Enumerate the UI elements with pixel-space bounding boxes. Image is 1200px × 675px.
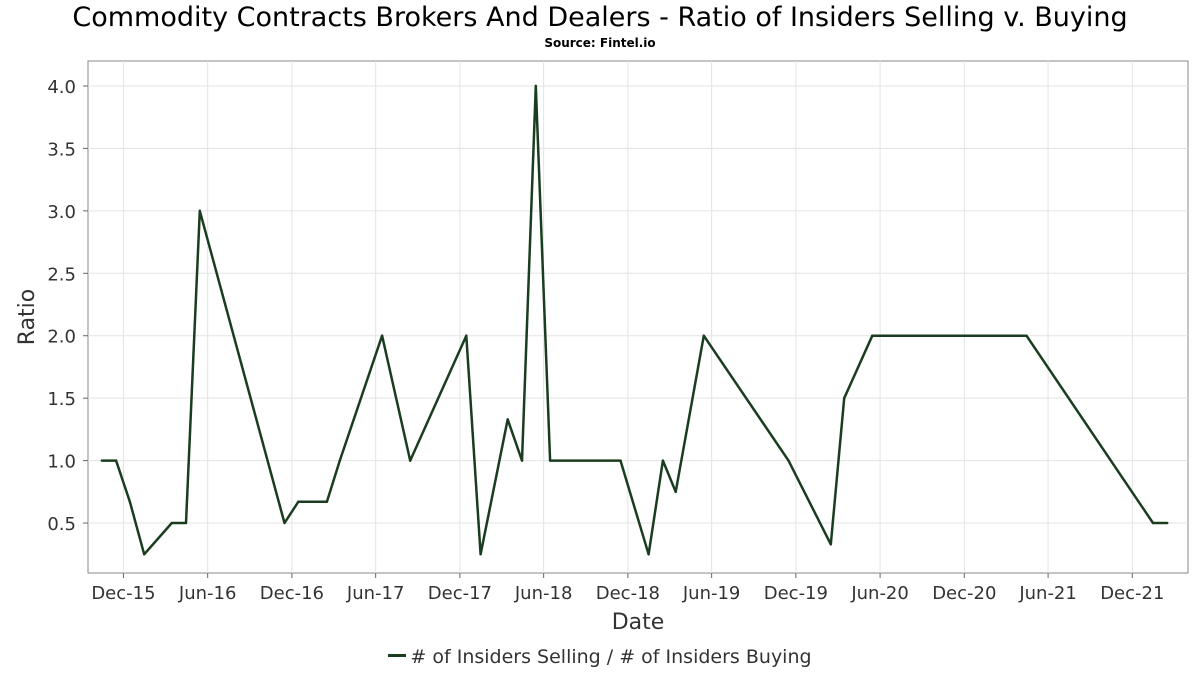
data-point — [520, 459, 524, 462]
x-tick-label: Dec-20 — [932, 583, 996, 604]
x-tick-label: Jun-21 — [1018, 583, 1077, 604]
data-point — [408, 459, 412, 462]
chart-subtitle: Source: Fintel.io — [544, 36, 656, 50]
data-point — [325, 500, 329, 504]
legend-swatch — [388, 654, 407, 657]
data-point — [1151, 521, 1155, 525]
data-point — [829, 543, 833, 546]
data-point — [380, 334, 384, 337]
data-point — [479, 553, 482, 556]
grid-lines — [88, 61, 1188, 573]
data-point — [1166, 521, 1169, 525]
data-point — [1025, 334, 1028, 337]
x-tick-label: Jun-18 — [514, 583, 573, 604]
series-layer — [100, 84, 1169, 556]
y-axis-label: Ratio — [15, 289, 40, 345]
y-tick-label: 2.5 — [47, 264, 76, 285]
x-tick-label: Dec-16 — [260, 583, 324, 604]
x-tick-label: Dec-15 — [91, 583, 155, 604]
data-point — [661, 459, 665, 462]
chart-title: Commodity Contracts Brokers And Dealers … — [72, 2, 1128, 33]
x-tick-label: Dec-21 — [1100, 583, 1164, 604]
data-point — [297, 500, 300, 504]
legend-label: # of Insiders Selling / # of Insiders Bu… — [410, 646, 812, 668]
data-point — [283, 521, 286, 525]
x-axis: Dec-15 Jun-16 Dec-16 Jun-17 Dec-17 Jun-18 Dec-… — [91, 573, 1164, 604]
data-point — [184, 521, 188, 525]
x-tick-label: Jun-16 — [178, 583, 237, 604]
data-point — [548, 459, 552, 462]
x-tick-label: Dec-19 — [764, 583, 828, 604]
legend: # of Insiders Selling / # of Insiders Bu… — [0, 646, 1200, 668]
data-point — [100, 459, 104, 462]
data-point — [702, 334, 706, 337]
data-point — [534, 84, 538, 88]
data-point — [674, 490, 677, 494]
data-point — [198, 209, 202, 213]
x-tick-label: Dec-17 — [428, 583, 492, 604]
data-point — [842, 396, 846, 400]
y-tick-label: 4.0 — [47, 77, 76, 98]
plot-area — [87, 60, 1189, 574]
x-tick-label: Jun-20 — [850, 583, 909, 604]
y-tick-label: 0.5 — [47, 514, 76, 535]
data-point — [142, 553, 146, 556]
data-point — [619, 459, 622, 462]
y-axis: 0.5 1.0 1.5 2.0 2.5 3.0 3.5 4.0 — [47, 77, 88, 535]
y-tick-label: 1.0 — [47, 452, 76, 473]
x-tick-label: Dec-18 — [596, 583, 660, 604]
x-tick-label: Jun-19 — [682, 583, 741, 604]
y-tick-label: 3.5 — [47, 139, 76, 160]
x-axis-label: Date — [612, 610, 665, 635]
data-point — [338, 459, 341, 462]
data-point — [128, 500, 132, 504]
y-tick-label: 3.0 — [47, 202, 76, 223]
data-point — [787, 459, 790, 462]
y-tick-label: 2.0 — [47, 327, 76, 348]
data-point — [465, 334, 468, 337]
y-tick-label: 1.5 — [47, 389, 76, 410]
x-tick-label: Jun-17 — [346, 583, 405, 604]
data-point — [647, 553, 650, 556]
data-point — [506, 418, 509, 421]
data-point — [114, 459, 118, 462]
data-point — [871, 334, 874, 337]
data-point — [170, 521, 173, 525]
